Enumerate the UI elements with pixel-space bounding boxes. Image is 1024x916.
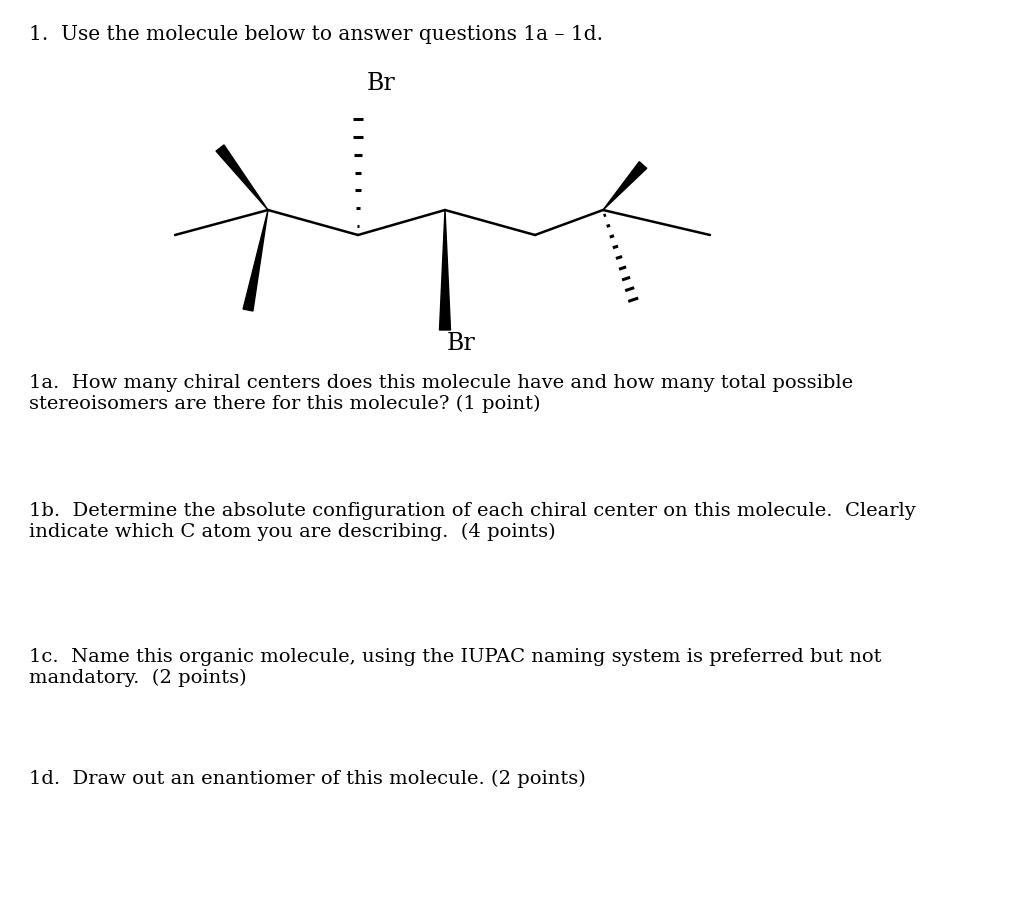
Polygon shape: [243, 210, 268, 311]
Polygon shape: [439, 210, 451, 330]
Polygon shape: [216, 145, 268, 210]
Text: 1c.  Name this organic molecule, using the IUPAC naming system is preferred but : 1c. Name this organic molecule, using th…: [29, 648, 882, 687]
Text: 1d.  Draw out an enantiomer of this molecule. (2 points): 1d. Draw out an enantiomer of this molec…: [29, 769, 586, 788]
Text: 1b.  Determine the absolute configuration of each chiral center on this molecule: 1b. Determine the absolute configuration…: [29, 502, 915, 541]
Text: Br: Br: [446, 332, 475, 355]
Text: 1a.  How many chiral centers does this molecule have and how many total possible: 1a. How many chiral centers does this mo…: [29, 374, 853, 413]
Polygon shape: [603, 162, 647, 210]
Text: 1.  Use the molecule below to answer questions 1a – 1d.: 1. Use the molecule below to answer ques…: [29, 25, 603, 44]
Text: Br: Br: [367, 72, 395, 95]
